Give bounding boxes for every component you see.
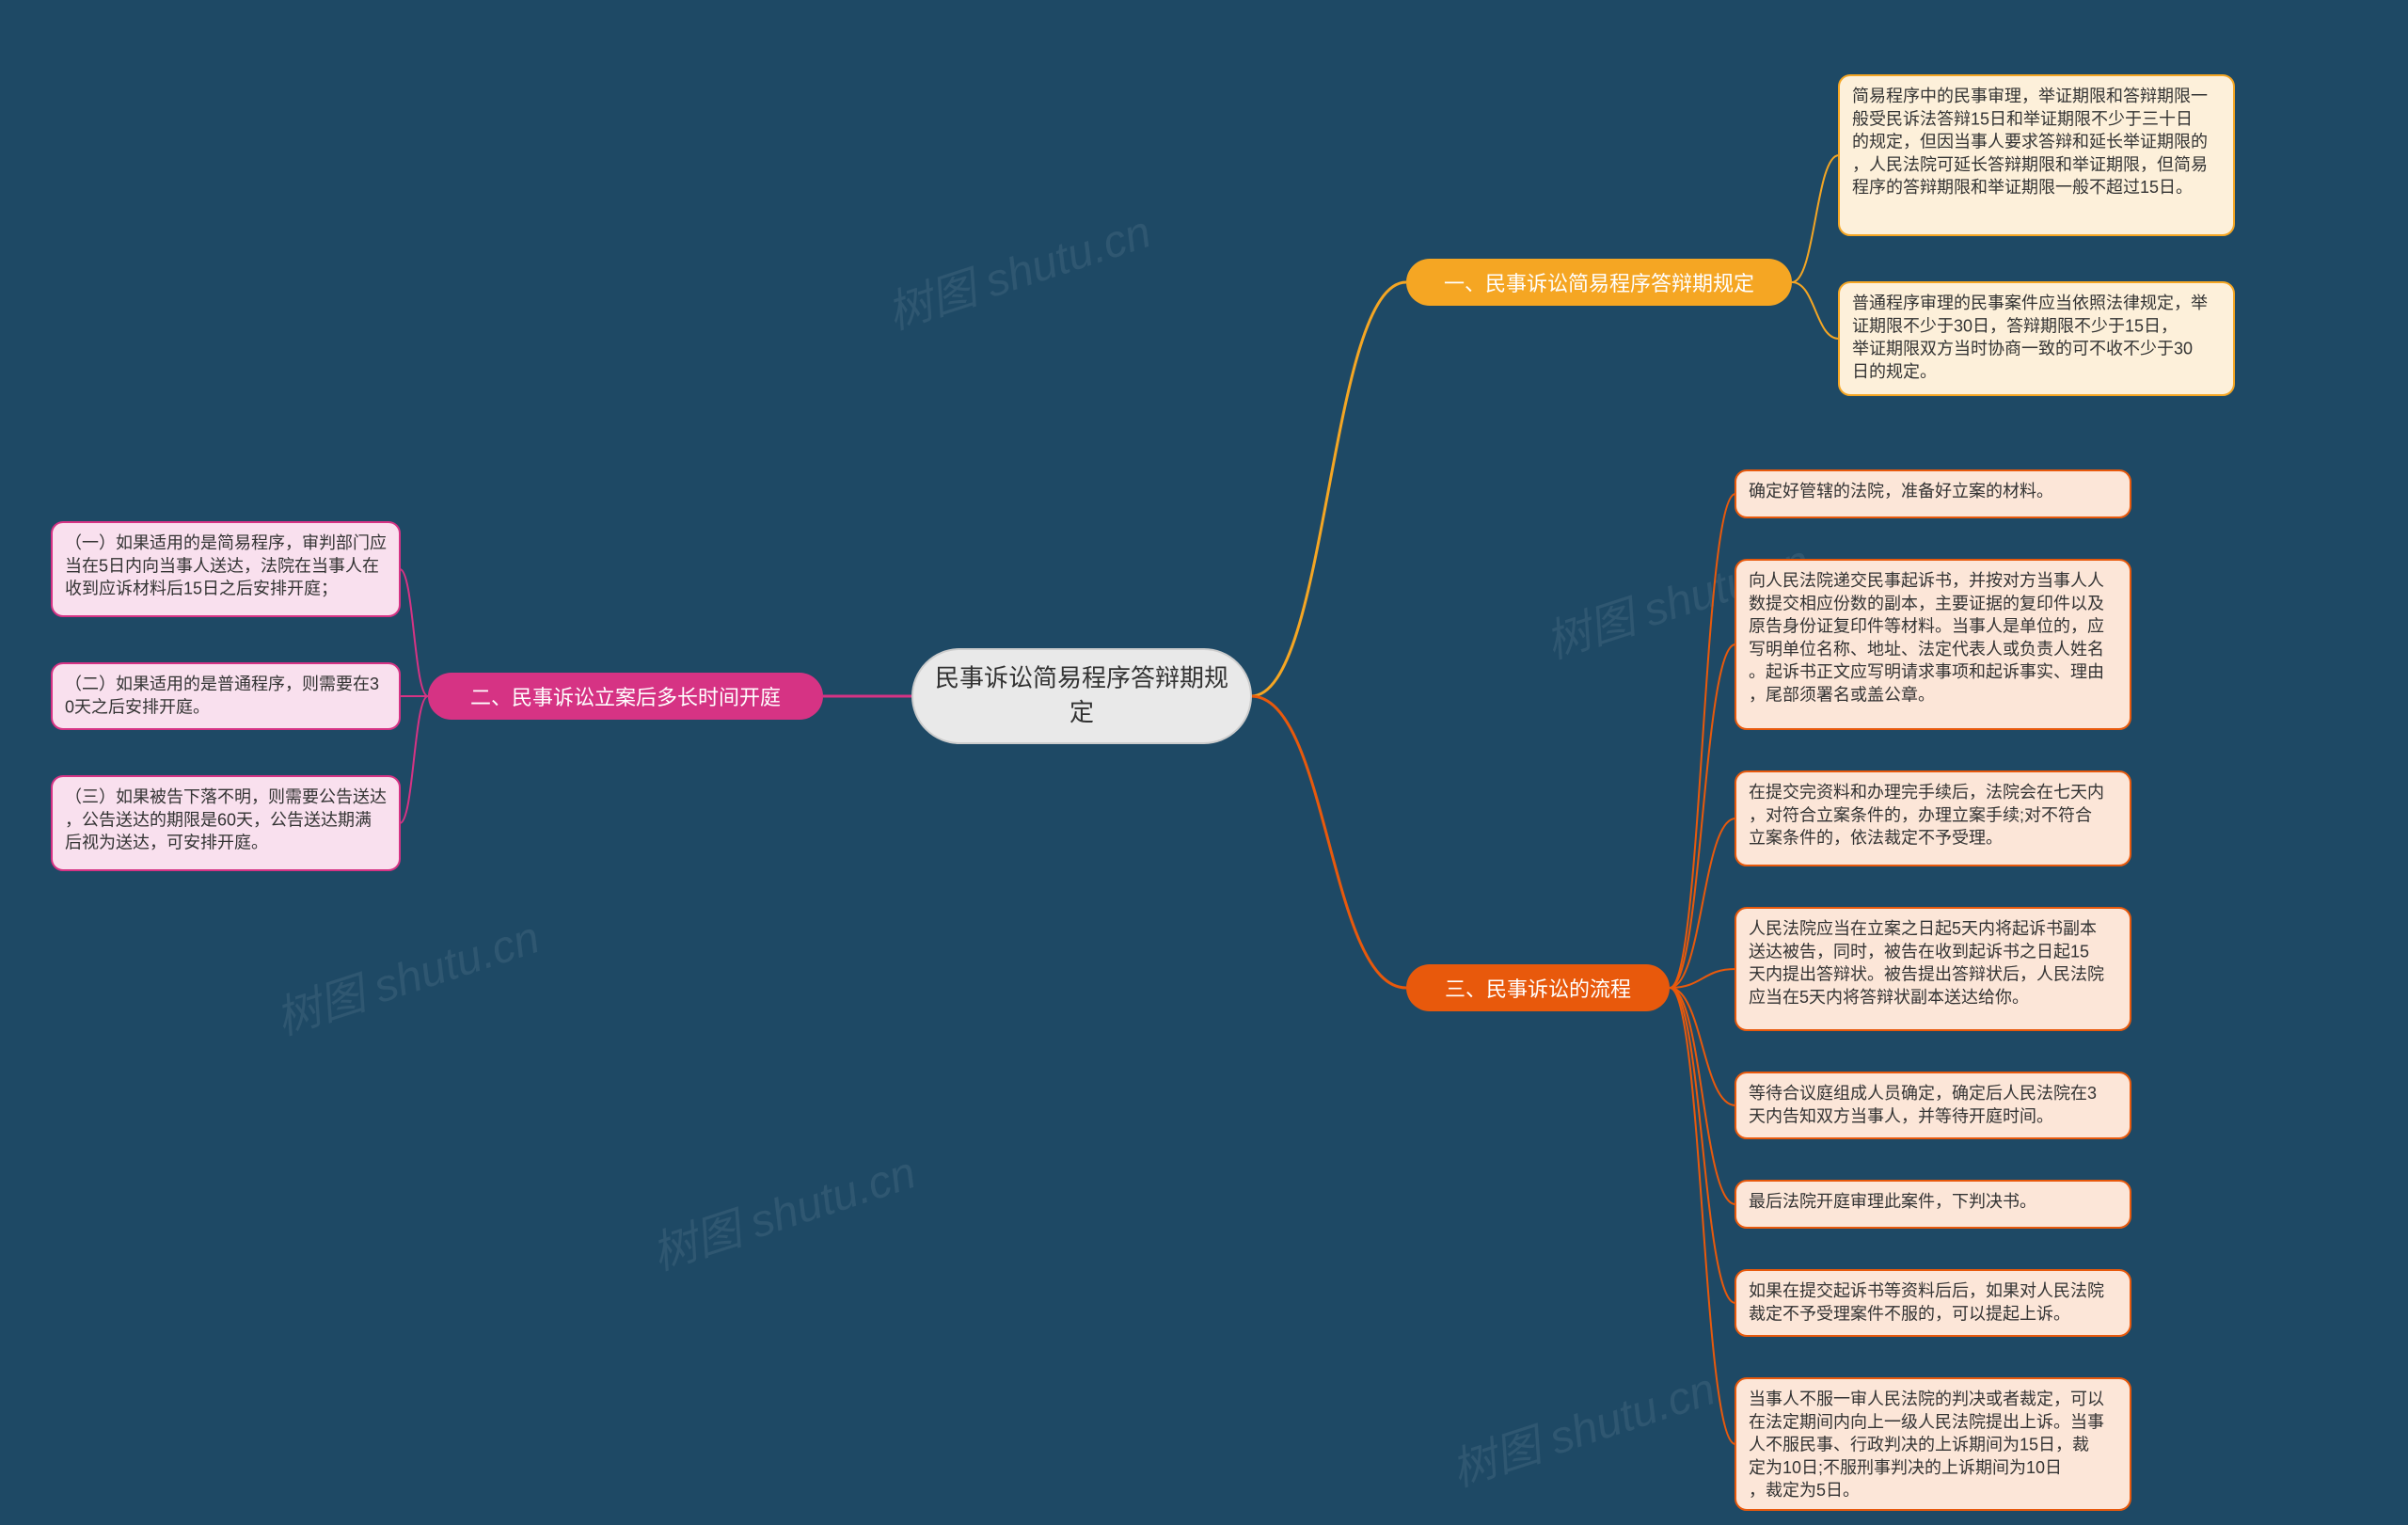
- leaf-node[interactable]: 等待合议庭组成人员确定，确定后人民法院在3天内告知双方当事人，并等待开庭时间。: [1735, 1072, 2131, 1138]
- node-text: 最后法院开庭审理此案件，下判决书。: [1749, 1192, 2036, 1211]
- leaf-node[interactable]: 确定好管辖的法院，准备好立案的材料。: [1735, 470, 2131, 517]
- branch-node[interactable]: 一、民事诉讼简易程序答辩期规定: [1406, 259, 1792, 306]
- leaf-node[interactable]: （一）如果适用的是简易程序，审判部门应当在5日内向当事人送达，法院在当事人在收到…: [52, 522, 400, 616]
- leaf-node[interactable]: 简易程序中的民事审理，举证期限和答辩期限一般受民诉法答辩15日和举证期限不少于三…: [1839, 75, 2234, 235]
- node-text: 确定好管辖的法院，准备好立案的材料。: [1749, 482, 2053, 500]
- node-text: 一、民事诉讼简易程序答辩期规定: [1444, 272, 1754, 295]
- leaf-node[interactable]: 如果在提交起诉书等资料后后，如果对人民法院裁定不予受理案件不服的，可以提起上诉。: [1735, 1270, 2131, 1336]
- leaf-node[interactable]: （二）如果适用的是普通程序，则需要在30天之后安排开庭。: [52, 663, 400, 729]
- node-text: 简易程序中的民事审理，举证期限和答辩期限一般受民诉法答辩15日和举证期限不少于三…: [1852, 87, 2208, 197]
- branch-node[interactable]: 二、民事诉讼立案后多长时间开庭: [428, 673, 823, 720]
- root-node[interactable]: 民事诉讼简易程序答辩期规定: [912, 649, 1251, 743]
- branch-node[interactable]: 三、民事诉讼的流程: [1406, 964, 1670, 1011]
- leaf-node[interactable]: 人民法院应当在立案之日起5天内将起诉书副本送达被告，同时，被告在收到起诉书之日起…: [1735, 908, 2131, 1030]
- leaf-node[interactable]: 在提交完资料和办理完手续后，法院会在七天内，对符合立案条件的，办理立案手续;对不…: [1735, 771, 2131, 866]
- leaf-node[interactable]: 普通程序审理的民事案件应当依照法律规定，举证期限不少于30日，答辩期限不少于15…: [1839, 282, 2234, 395]
- leaf-node[interactable]: 最后法院开庭审理此案件，下判决书。: [1735, 1181, 2131, 1228]
- node-text: 二、民事诉讼立案后多长时间开庭: [470, 686, 781, 709]
- leaf-node[interactable]: 向人民法院递交民事起诉书，并按对方当事人人数提交相应份数的副本，主要证据的复印件…: [1735, 560, 2131, 729]
- node-text: 三、民事诉讼的流程: [1445, 977, 1631, 1001]
- leaf-node[interactable]: （三）如果被告下落不明，则需要公告送达，公告送达的期限是60天，公告送达期满后视…: [52, 776, 400, 870]
- leaf-node[interactable]: 当事人不服一审人民法院的判决或者裁定，可以在法定期间内向上一级人民法院提出上诉。…: [1735, 1378, 2131, 1510]
